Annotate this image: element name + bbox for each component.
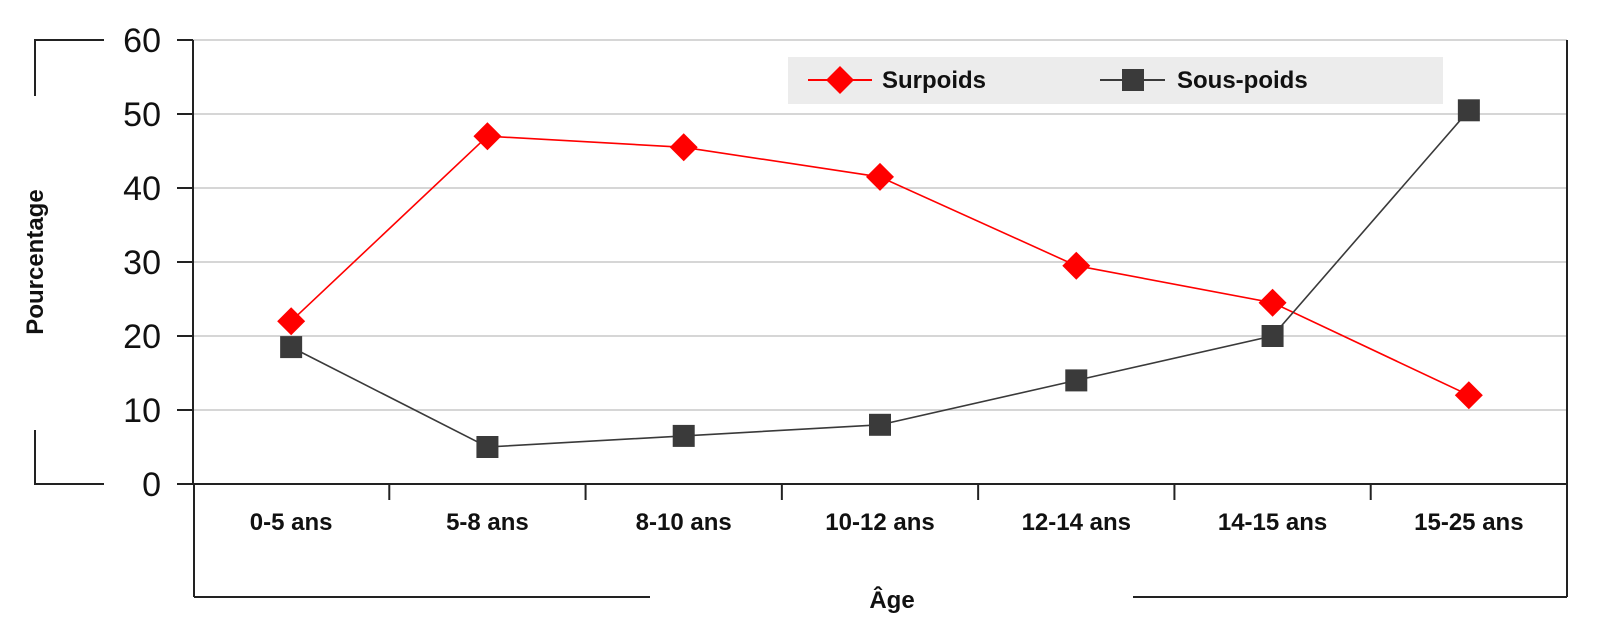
x-axis-title: Âge	[869, 586, 914, 614]
grid-lines	[193, 39, 1567, 411]
y-axis-title: Pourcentage	[22, 189, 49, 334]
y-tick-label: 20	[123, 318, 161, 356]
data-point-surpoids	[866, 162, 894, 191]
legend: Surpoids Sous-poids	[788, 57, 1443, 104]
y-tick-label: 50	[123, 96, 161, 134]
data-point-sous-poids	[1065, 369, 1088, 392]
y-tick-label: 0	[142, 466, 161, 504]
data-point-sous-poids	[280, 336, 303, 359]
y-title-bracket-bottom	[34, 430, 104, 485]
x-tick-label: 5-8 ans	[446, 509, 529, 536]
data-point-surpoids	[669, 133, 698, 162]
x-tick-label: 0-5 ans	[250, 509, 333, 536]
legend-swatch-surpoids-marker	[826, 66, 854, 94]
data-point-surpoids	[473, 122, 502, 151]
y-tick-label: 10	[123, 392, 161, 430]
y-tick-label: 30	[123, 244, 161, 282]
data-point-surpoids	[277, 307, 306, 336]
legend-label-surpoids: Surpoids	[882, 67, 986, 94]
x-category-separators	[388, 484, 1372, 500]
x-tick-label: 8-10 ans	[636, 509, 732, 536]
data-point-surpoids	[1454, 381, 1483, 410]
data-point-sous-poids	[1457, 99, 1480, 122]
y-title-bracket-top	[34, 39, 104, 96]
series-surpoids	[277, 122, 1483, 410]
data-point-sous-poids	[672, 424, 695, 447]
data-point-sous-poids	[1261, 325, 1284, 347]
series-sous-poids	[280, 99, 1480, 458]
x-tick-label: 10-12 ans	[825, 509, 934, 536]
legend-label-sous-poids: Sous-poids	[1177, 67, 1308, 94]
data-point-surpoids	[1062, 251, 1091, 280]
legend-swatch-sous-poids-marker	[1122, 69, 1144, 91]
data-point-sous-poids	[869, 413, 891, 436]
x-tick-labels: 0-5 ans 5-8 ans 8-10 ans 10-12 ans 12-14 ans…	[250, 509, 1524, 536]
y-tick-label: 60	[123, 22, 161, 60]
x-tick-label: 15-25 ans	[1414, 509, 1523, 536]
y-tick-labels: 0 10 20 30 40 50 60	[123, 22, 193, 504]
x-tick-label: 12-14 ans	[1022, 509, 1131, 536]
data-point-sous-poids	[476, 436, 499, 458]
series-group	[277, 99, 1483, 458]
y-tick-label: 40	[123, 170, 161, 208]
series-line-sous-poids	[290, 109, 1470, 448]
data-point-surpoids	[1258, 288, 1287, 317]
x-tick-label: 14-15 ans	[1218, 509, 1327, 536]
